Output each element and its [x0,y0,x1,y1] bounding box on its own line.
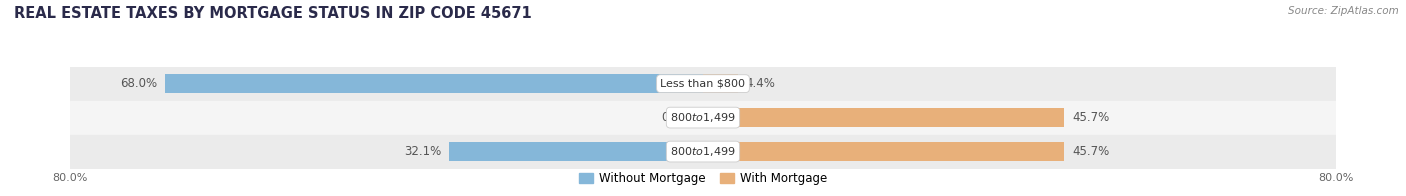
Text: 4.4%: 4.4% [745,77,776,90]
Bar [70,101,1336,135]
Text: 45.7%: 45.7% [1073,145,1109,158]
Text: Source: ZipAtlas.com: Source: ZipAtlas.com [1288,6,1399,16]
Text: 68.0%: 68.0% [120,77,157,90]
Bar [703,108,1064,127]
Text: 32.1%: 32.1% [404,145,441,158]
Bar [449,142,703,162]
Text: REAL ESTATE TAXES BY MORTGAGE STATUS IN ZIP CODE 45671: REAL ESTATE TAXES BY MORTGAGE STATUS IN … [14,6,531,21]
Bar [703,74,738,93]
Text: 0.0%: 0.0% [661,111,692,124]
Text: $800 to $1,499: $800 to $1,499 [671,111,735,124]
Text: $800 to $1,499: $800 to $1,499 [671,145,735,158]
Text: 45.7%: 45.7% [1073,111,1109,124]
Bar [703,142,1064,162]
Bar [165,74,703,93]
Bar [70,135,1336,169]
Text: Less than $800: Less than $800 [661,79,745,89]
Bar [70,67,1336,101]
Legend: Without Mortgage, With Mortgage: Without Mortgage, With Mortgage [574,168,832,190]
